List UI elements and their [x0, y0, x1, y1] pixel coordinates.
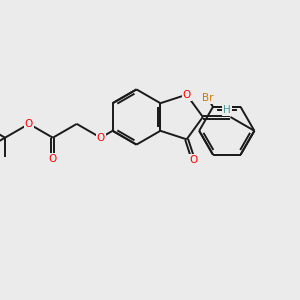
Text: Br: Br	[202, 93, 214, 103]
Text: O: O	[25, 119, 33, 129]
Text: O: O	[189, 155, 197, 165]
Text: O: O	[182, 90, 191, 100]
Text: O: O	[97, 133, 105, 143]
Text: H: H	[223, 105, 231, 116]
Text: O: O	[49, 154, 57, 164]
